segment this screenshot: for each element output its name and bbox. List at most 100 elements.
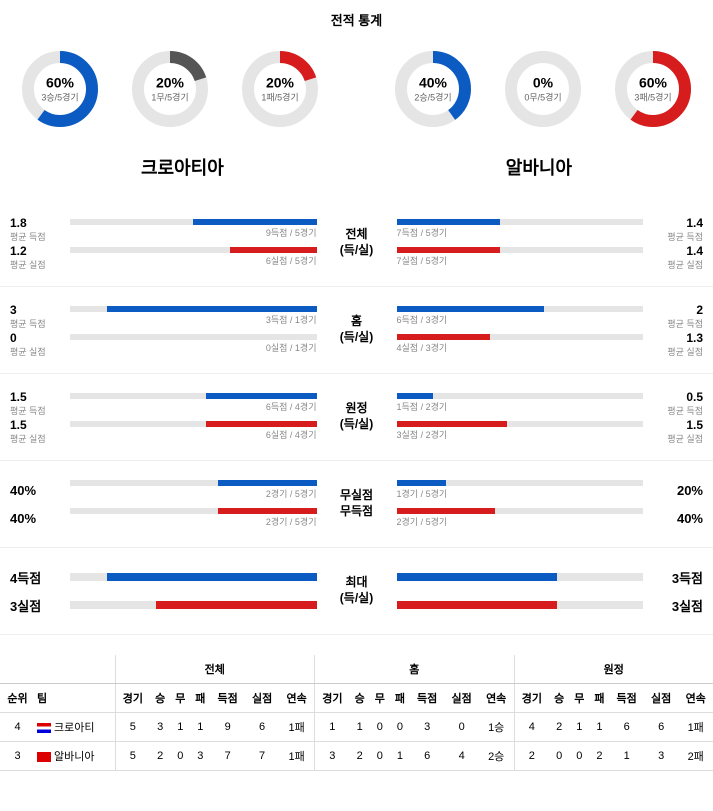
stat-center-line: 무득점 — [327, 504, 387, 520]
data-cell: 1 — [170, 713, 190, 742]
bar: 2경기 / 5경기 — [397, 508, 644, 528]
stat-val: 4득점 — [10, 568, 70, 587]
bar: 1득점 / 2경기 — [397, 393, 644, 413]
bar: 2경기 / 5경기 — [70, 508, 317, 528]
donut: 20% 1패/5경기 — [240, 49, 320, 129]
stat-center: 원정(득/실) — [327, 389, 387, 445]
stat-row: 3평균 득점 3득점 / 1경기 — [10, 302, 317, 330]
table-group-header: 전체 — [115, 655, 315, 684]
stat-val: 40% — [10, 483, 70, 498]
table-col-header: 승 — [549, 684, 569, 713]
table-col-header: 무 — [370, 684, 390, 713]
bar-text: 2경기 / 5경기 — [70, 515, 317, 528]
stat-center: 무실점무득점 — [327, 476, 387, 532]
page-title: 전적 통계 — [0, 0, 713, 39]
donut-pct: 40% — [414, 75, 451, 91]
stat-block: 1.8평균 득점 9득점 / 5경기 1.2평균 실점 6실점 / 5경기 전체… — [0, 200, 713, 287]
data-cell: 5 — [115, 713, 150, 742]
stat-block: 1.5평균 득점 6득점 / 4경기 1.5평균 실점 6실점 / 4경기 원정… — [0, 374, 713, 461]
stat-val: 1.5평균 득점 — [10, 390, 70, 417]
stat-row: 1득점 / 2경기 0.5평균 득점 — [397, 389, 704, 417]
stat-val: 40% — [643, 511, 703, 526]
data-cell: 2 — [549, 713, 569, 742]
stat-val: 1.4평균 득점 — [643, 216, 703, 243]
table-col-header: 실점 — [245, 684, 279, 713]
data-cell: 2패 — [678, 742, 713, 771]
donut: 60% 3승/5경기 — [20, 49, 100, 129]
data-cell: 1패 — [279, 713, 314, 742]
data-cell: 2 — [589, 742, 609, 771]
team-cell: 알바니아 — [35, 742, 115, 771]
data-cell: 0 — [370, 713, 390, 742]
data-cell: 3 — [644, 742, 678, 771]
table-col-header: 연속 — [678, 684, 713, 713]
flag-icon — [37, 723, 51, 733]
stat-row: 1경기 / 5경기 20% — [397, 476, 704, 504]
bar — [397, 595, 644, 615]
stat-row: 40% 2경기 / 5경기 — [10, 476, 317, 504]
data-cell: 0 — [569, 742, 589, 771]
stat-val: 20% — [643, 483, 703, 498]
stat-center-line: 최대 — [327, 575, 387, 591]
data-cell: 1 — [190, 713, 210, 742]
table-col-header: 연속 — [479, 684, 514, 713]
stat-val: 1.2평균 실점 — [10, 244, 70, 271]
table-col-header: 팀 — [35, 684, 115, 713]
stat-row: 3득점 — [397, 563, 704, 591]
stat-left: 1.8평균 득점 9득점 / 5경기 1.2평균 실점 6실점 / 5경기 — [10, 215, 327, 271]
stat-val: 1.4평균 실점 — [643, 244, 703, 271]
data-cell: 3 — [150, 713, 170, 742]
data-cell: 4 — [514, 713, 549, 742]
table-col-header: 득점 — [609, 684, 643, 713]
data-cell: 3 — [410, 713, 444, 742]
table-col-header: 순위 — [0, 684, 35, 713]
data-cell: 2 — [350, 742, 370, 771]
donut-pct: 20% — [151, 75, 188, 91]
donut: 40% 2승/5경기 — [393, 49, 473, 129]
bar-text: 6실점 / 4경기 — [70, 428, 317, 441]
stat-val: 1.5평균 실점 — [643, 418, 703, 445]
stat-row: 2경기 / 5경기 40% — [397, 504, 704, 532]
data-cell: 6 — [245, 713, 279, 742]
table-col-header: 경기 — [315, 684, 350, 713]
donut: 0% 0무/5경기 — [503, 49, 583, 129]
data-cell: 0 — [370, 742, 390, 771]
donut-pct: 60% — [634, 75, 671, 91]
donut-sub: 1패/5경기 — [261, 91, 298, 104]
table-col-header: 연속 — [279, 684, 314, 713]
stat-center-line: (득/실) — [327, 330, 387, 346]
bar-text: 6득점 / 4경기 — [70, 400, 317, 413]
stat-val: 1.5평균 실점 — [10, 418, 70, 445]
bar-text: 9득점 / 5경기 — [70, 226, 317, 239]
flag-icon — [37, 752, 51, 762]
stat-row: 7실점 / 5경기 1.4평균 실점 — [397, 243, 704, 271]
stat-left: 1.5평균 득점 6득점 / 4경기 1.5평균 실점 6실점 / 4경기 — [10, 389, 327, 445]
bar-text: 6실점 / 5경기 — [70, 254, 317, 267]
stat-row: 0평균 실점 0실점 / 1경기 — [10, 330, 317, 358]
bar-text: 4실점 / 3경기 — [397, 341, 644, 354]
table-col-header: 무 — [569, 684, 589, 713]
table-row: 3 알바니아5203771패3201642승2002132패 — [0, 742, 713, 771]
bar-text: 1경기 / 5경기 — [397, 487, 644, 500]
bar — [397, 567, 644, 587]
table-col-header: 무 — [170, 684, 190, 713]
stat-val: 1.8평균 득점 — [10, 216, 70, 243]
stat-center-line: 무실점 — [327, 488, 387, 504]
bar: 6득점 / 4경기 — [70, 393, 317, 413]
stat-center-line: 홈 — [327, 314, 387, 330]
stat-center-line: (득/실) — [327, 417, 387, 433]
stat-block: 4득점 3실점 최대(득/실) 3득점 3실점 — [0, 548, 713, 635]
stat-row: 3실점 — [10, 591, 317, 619]
data-cell: 1패 — [678, 713, 713, 742]
donut: 60% 3패/5경기 — [613, 49, 693, 129]
stat-val: 0.5평균 득점 — [643, 390, 703, 417]
data-cell: 1 — [315, 713, 350, 742]
data-cell: 4 — [444, 742, 478, 771]
donut-sub: 2승/5경기 — [414, 91, 451, 104]
table-group-header: 홈 — [315, 655, 515, 684]
table-col-header: 경기 — [115, 684, 150, 713]
stat-row: 1.5평균 득점 6득점 / 4경기 — [10, 389, 317, 417]
stat-val: 40% — [10, 511, 70, 526]
team-cell: 크로아티 — [35, 713, 115, 742]
bar-text: 2경기 / 5경기 — [397, 515, 644, 528]
